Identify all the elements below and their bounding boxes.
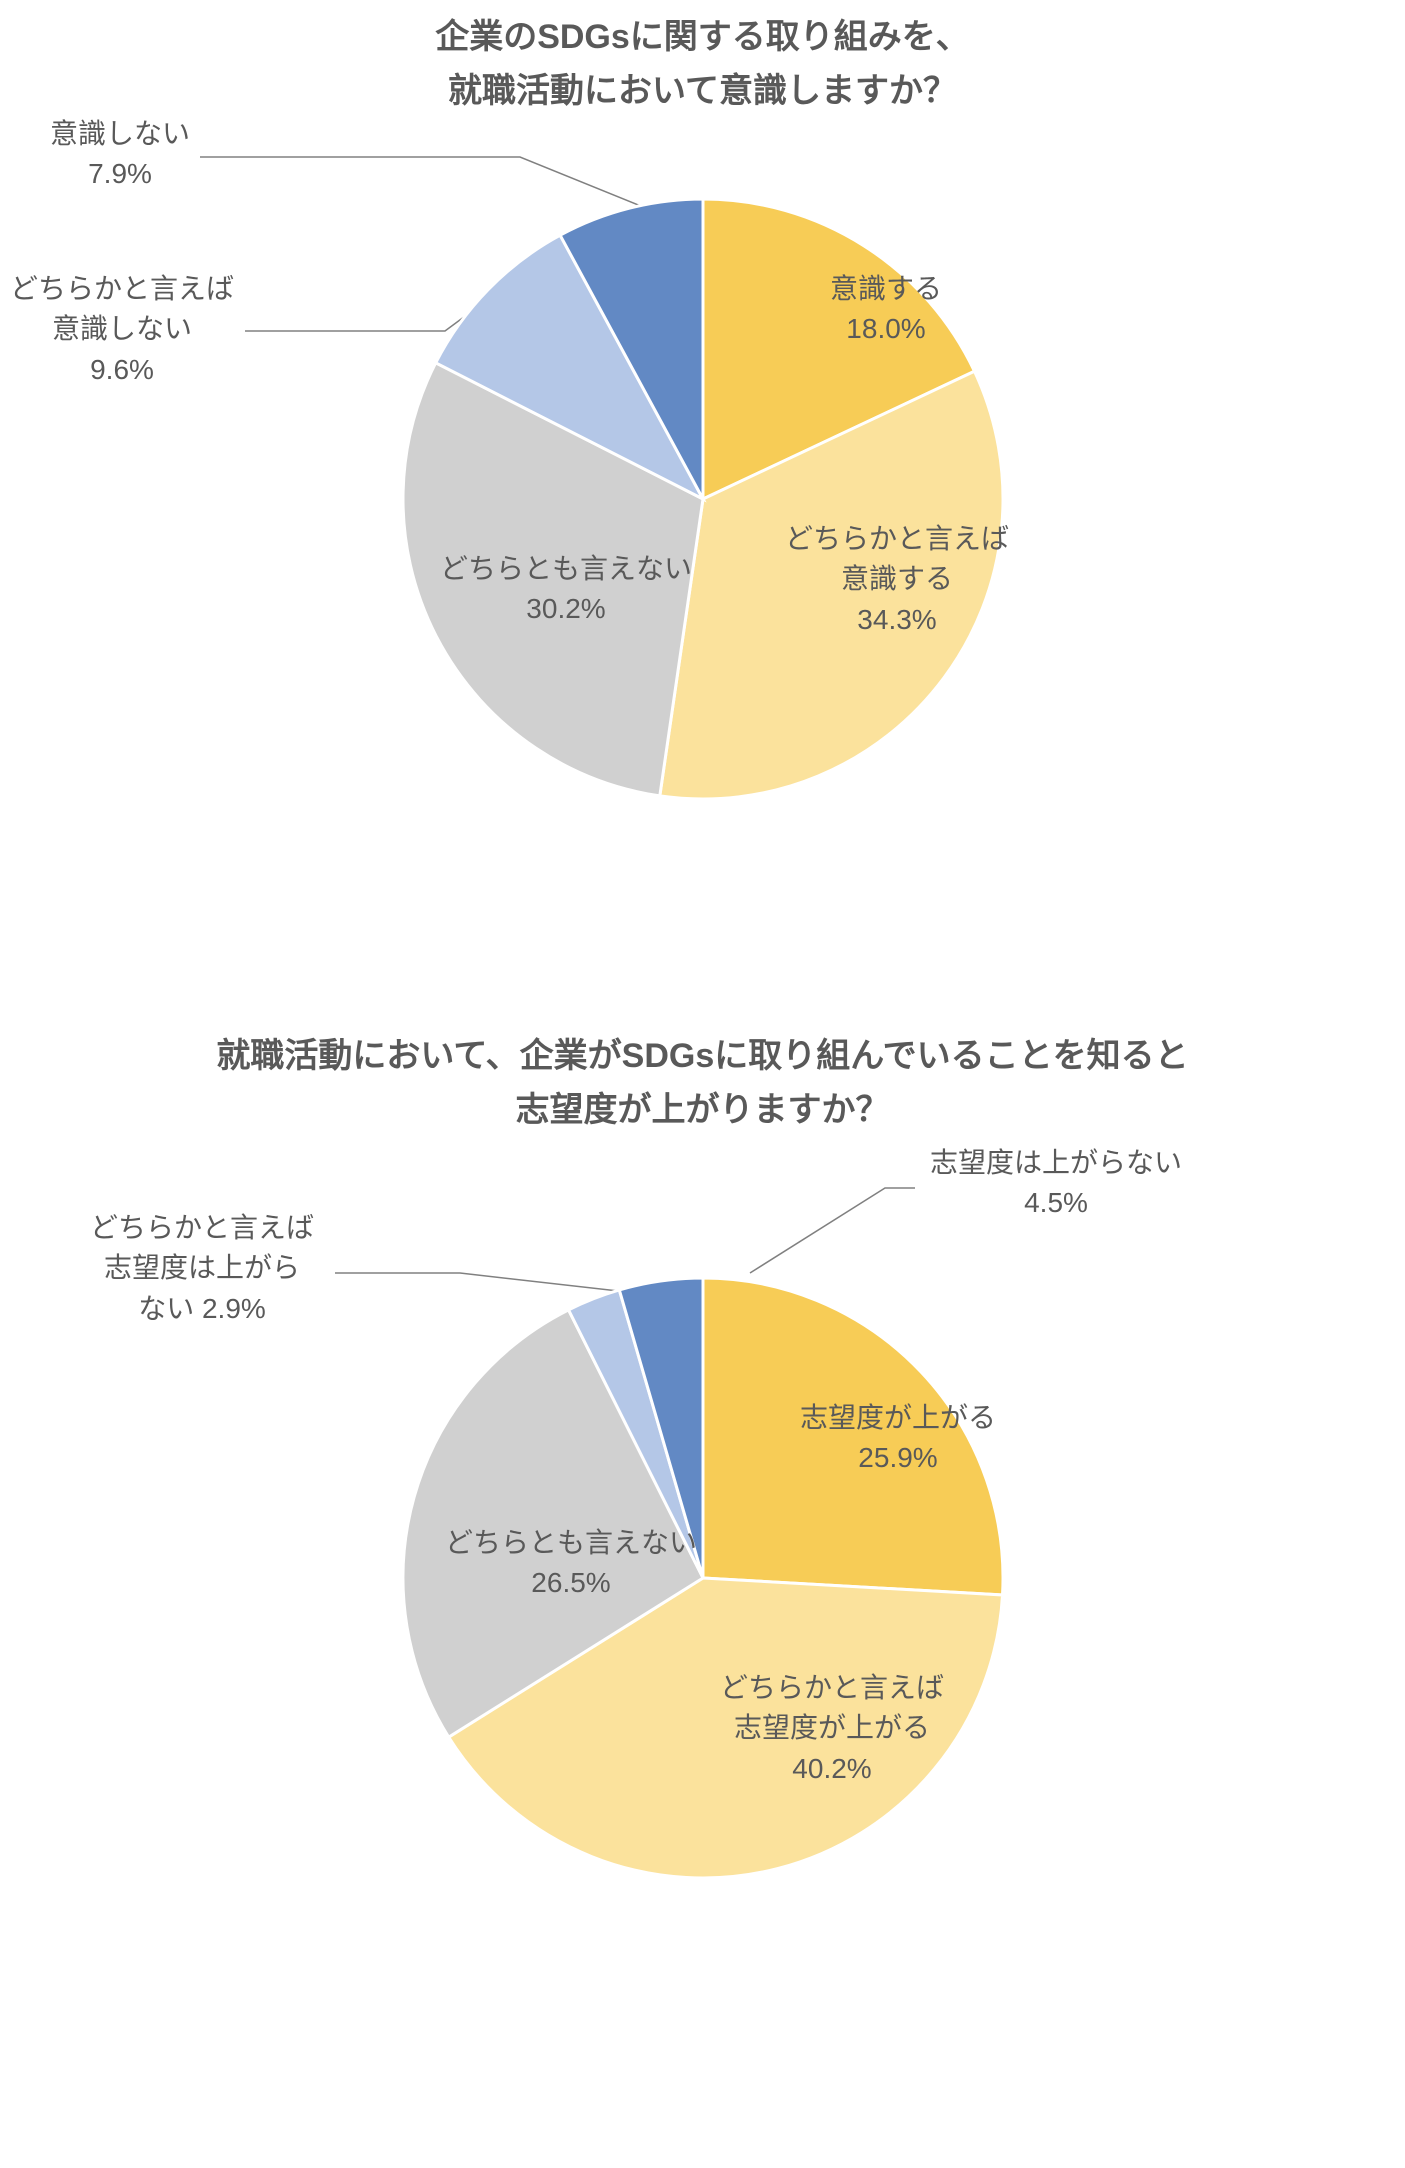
chart-1-in-label-3: どちらとも言えない 30.2% bbox=[440, 549, 692, 630]
chart-1-in-label-1: 意識する 18.0% bbox=[830, 269, 942, 350]
chart-1-ext-label-5: 意識しない 7.9% bbox=[50, 114, 190, 195]
chart-2-in-label-2: どちらかと言えば 志望度が上がる 40.2% bbox=[720, 1668, 944, 1790]
chart-2-in-label-3: どちらとも言えない 26.5% bbox=[445, 1523, 697, 1604]
chart-2-section: 就職活動において、企業がSDGsに取り組んでいることを知ると 志望度が上がります… bbox=[0, 1019, 1405, 1978]
chart-1-title-line-1: 企業のSDGsに関する取り組みを、 bbox=[435, 18, 970, 56]
chart-2-title-line-1: 就職活動において、企業がSDGsに取り組んでいることを知ると bbox=[216, 1037, 1188, 1075]
chart-2-in-label-1: 志望度が上がる 25.9% bbox=[800, 1398, 996, 1479]
chart-1-pie-container: 意識しない 7.9% どちらかと言えば 意識しない 9.6% 意識する 18.0… bbox=[0, 139, 1405, 919]
chart-2-title-line-2: 志望度が上がりますか？ bbox=[516, 1091, 890, 1129]
chart-1-ext-label-4: どちらかと言えば 意識しない 9.6% bbox=[10, 269, 234, 391]
chart-2-ext-label-5: 志望度は上がらない 4.5% bbox=[930, 1143, 1182, 1224]
chart-1-in-label-2: どちらかと言えば 意識する 34.3% bbox=[785, 519, 1009, 641]
chart-2-ext-label-4: どちらかと言えば 志望度は上がら ない 2.9% bbox=[90, 1208, 314, 1330]
chart-2-pie-container: 志望度は上がらない 4.5% どちらかと言えば 志望度は上がら ない 2.9% … bbox=[0, 1158, 1405, 1978]
chart-1-section: 企業のSDGsに関する取り組みを、 就職活動において意識しますか？ 意識しない … bbox=[0, 0, 1405, 919]
chart-1-title: 企業のSDGsに関する取り組みを、 就職活動において意識しますか？ bbox=[0, 0, 1405, 119]
chart-2-title: 就職活動において、企業がSDGsに取り組んでいることを知ると 志望度が上がります… bbox=[0, 1019, 1405, 1138]
chart-1-title-line-2: 就職活動において意識しますか？ bbox=[448, 72, 957, 110]
